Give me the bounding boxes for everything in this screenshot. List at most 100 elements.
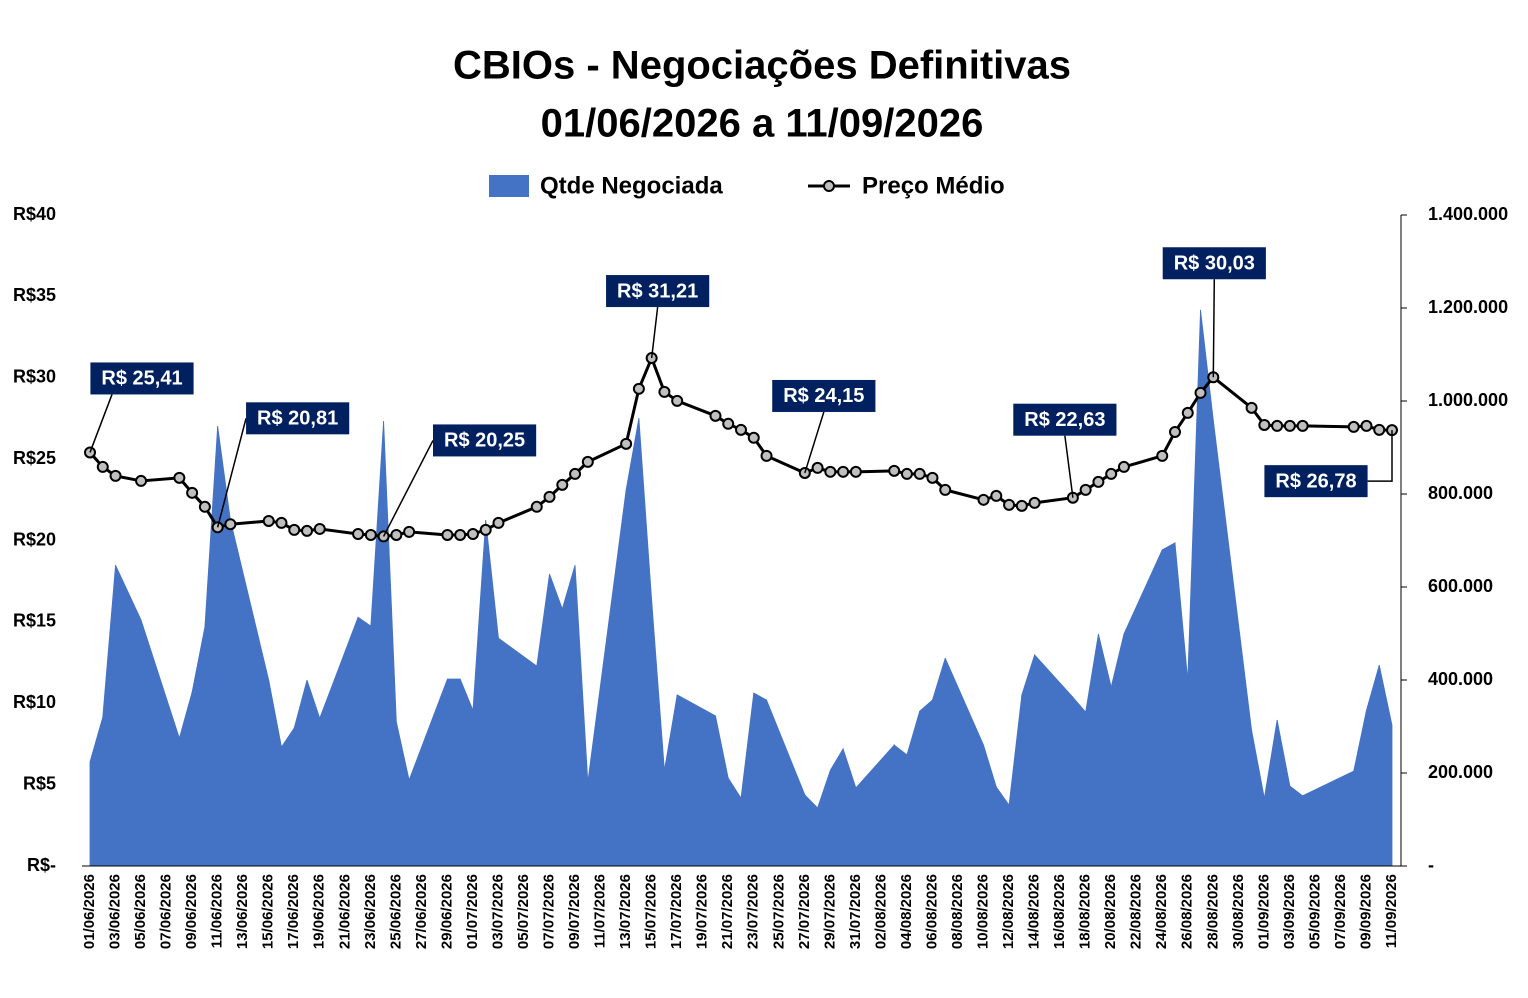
y-tick-label: R$25: [13, 448, 56, 468]
x-tick-label: 07/09/2026: [1332, 874, 1349, 949]
area-segment: [293, 679, 308, 867]
area-segment: [485, 519, 499, 867]
line-marker: [888, 464, 901, 477]
x-tick-label: 21/07/2026: [719, 874, 736, 949]
line-marker: [96, 460, 109, 473]
x-tick-label: 06/08/2026: [923, 874, 940, 949]
line-marker: [109, 469, 122, 482]
line-marker: [1245, 401, 1258, 414]
line-marker: [620, 437, 633, 450]
label-box: [1264, 465, 1368, 498]
x-tick-label: 20/08/2026: [1102, 874, 1119, 949]
line-marker: [1092, 475, 1105, 488]
x-tick-label: 01/09/2026: [1255, 874, 1272, 949]
line-segment: [1034, 496, 1074, 505]
x-tick-label: 08/08/2026: [949, 874, 966, 949]
label-box: [1162, 247, 1266, 280]
area-segment: [906, 711, 921, 867]
x-tick-label: 22/08/2026: [1128, 874, 1145, 949]
area-segment: [281, 726, 295, 867]
line-marker: [262, 514, 275, 527]
line-marker: [1283, 419, 1296, 432]
x-tick-label: 01/07/2026: [464, 874, 481, 949]
x-tick-label: 29/06/2026: [438, 874, 455, 949]
data-label: R$ 31,21: [617, 280, 698, 302]
line-marker: [186, 486, 199, 499]
area-segment: [932, 658, 946, 867]
line-marker: [135, 474, 148, 487]
x-tick-label: 03/09/2026: [1281, 874, 1298, 949]
x-tick-label: 19/07/2026: [694, 874, 711, 949]
legend-label: Qtde Negociada: [540, 172, 723, 199]
area-segment: [447, 678, 461, 867]
label-connector: [89, 394, 113, 453]
area-segment: [1302, 770, 1355, 867]
area-segment: [727, 776, 742, 867]
line-marker: [1105, 467, 1118, 480]
line-marker: [990, 489, 1003, 502]
area-segment: [1008, 694, 1023, 867]
area-segment: [357, 616, 372, 867]
x-tick-label: 14/08/2026: [1026, 874, 1043, 949]
area-segment: [1161, 542, 1176, 867]
y-tick-label: R$30: [13, 367, 56, 387]
line-marker: [1360, 419, 1373, 432]
line-marker: [352, 527, 365, 540]
area-segment: [1378, 665, 1393, 867]
line-segment: [587, 442, 627, 464]
line-marker: [837, 465, 850, 478]
area-segment: [817, 770, 831, 867]
area-segment: [536, 573, 550, 867]
area-segment: [625, 418, 640, 867]
area-segment: [804, 793, 818, 867]
line-marker: [466, 527, 479, 540]
line-segment: [624, 388, 641, 445]
area-segment: [1263, 719, 1278, 867]
y-tick-label: R$40: [13, 204, 56, 224]
line-marker: [1271, 419, 1284, 432]
label-connector: [216, 418, 247, 528]
line-segment: [855, 469, 895, 474]
area-segment: [102, 565, 116, 867]
area-segment: [204, 426, 219, 867]
x-tick-label: 16/08/2026: [1051, 874, 1068, 949]
area-segment: [664, 694, 678, 867]
line-marker: [288, 523, 301, 536]
data-label: R$ 20,81: [257, 408, 338, 430]
data-label: R$ 20,25: [444, 430, 525, 452]
plot-area: R$ 25,41 R$ 20,81 R$ 20,25 R$ 31,21 R$ 24,15…: [84, 247, 1398, 867]
line-marker: [977, 493, 990, 506]
legend-label: Preço Médio: [862, 172, 1005, 199]
area-segment: [715, 715, 729, 867]
x-tick-label: 07/07/2026: [540, 874, 557, 949]
line-marker: [581, 455, 594, 468]
y2-tick-label: 800.000: [1428, 483, 1493, 503]
data-label: R$ 25,41: [101, 368, 182, 390]
x-tick-label: 25/06/2026: [387, 874, 404, 949]
area-segment: [498, 637, 538, 867]
x-tick-label: 09/09/2026: [1357, 874, 1374, 949]
x-tick-label: 04/08/2026: [898, 874, 915, 949]
x-tick-label: 13/06/2026: [234, 874, 251, 949]
line-marker: [364, 528, 377, 541]
data-label: R$ 26,78: [1275, 470, 1356, 492]
x-tick-label: 26/08/2026: [1179, 874, 1196, 949]
label-box: [246, 402, 350, 435]
value-label: R$ 20,25: [382, 424, 537, 537]
x-tick-label: 01/06/2026: [81, 874, 98, 949]
line-marker: [1347, 420, 1360, 433]
y2-tick-label: 1.200.000: [1428, 297, 1508, 317]
area-segment: [140, 619, 180, 867]
line-segment: [650, 357, 666, 393]
line-marker: [1194, 386, 1207, 399]
line-marker: [1373, 423, 1386, 436]
line-segment: [1212, 376, 1253, 410]
x-tick-label: 07/06/2026: [158, 874, 175, 949]
legend-swatch: [489, 175, 529, 197]
area-segment: [1212, 420, 1252, 867]
y2-tick-label: -: [1428, 855, 1434, 875]
line-marker: [900, 467, 913, 480]
area-segment: [306, 679, 321, 867]
area-segment: [651, 599, 665, 867]
y2-tick-label: 600.000: [1428, 576, 1493, 596]
